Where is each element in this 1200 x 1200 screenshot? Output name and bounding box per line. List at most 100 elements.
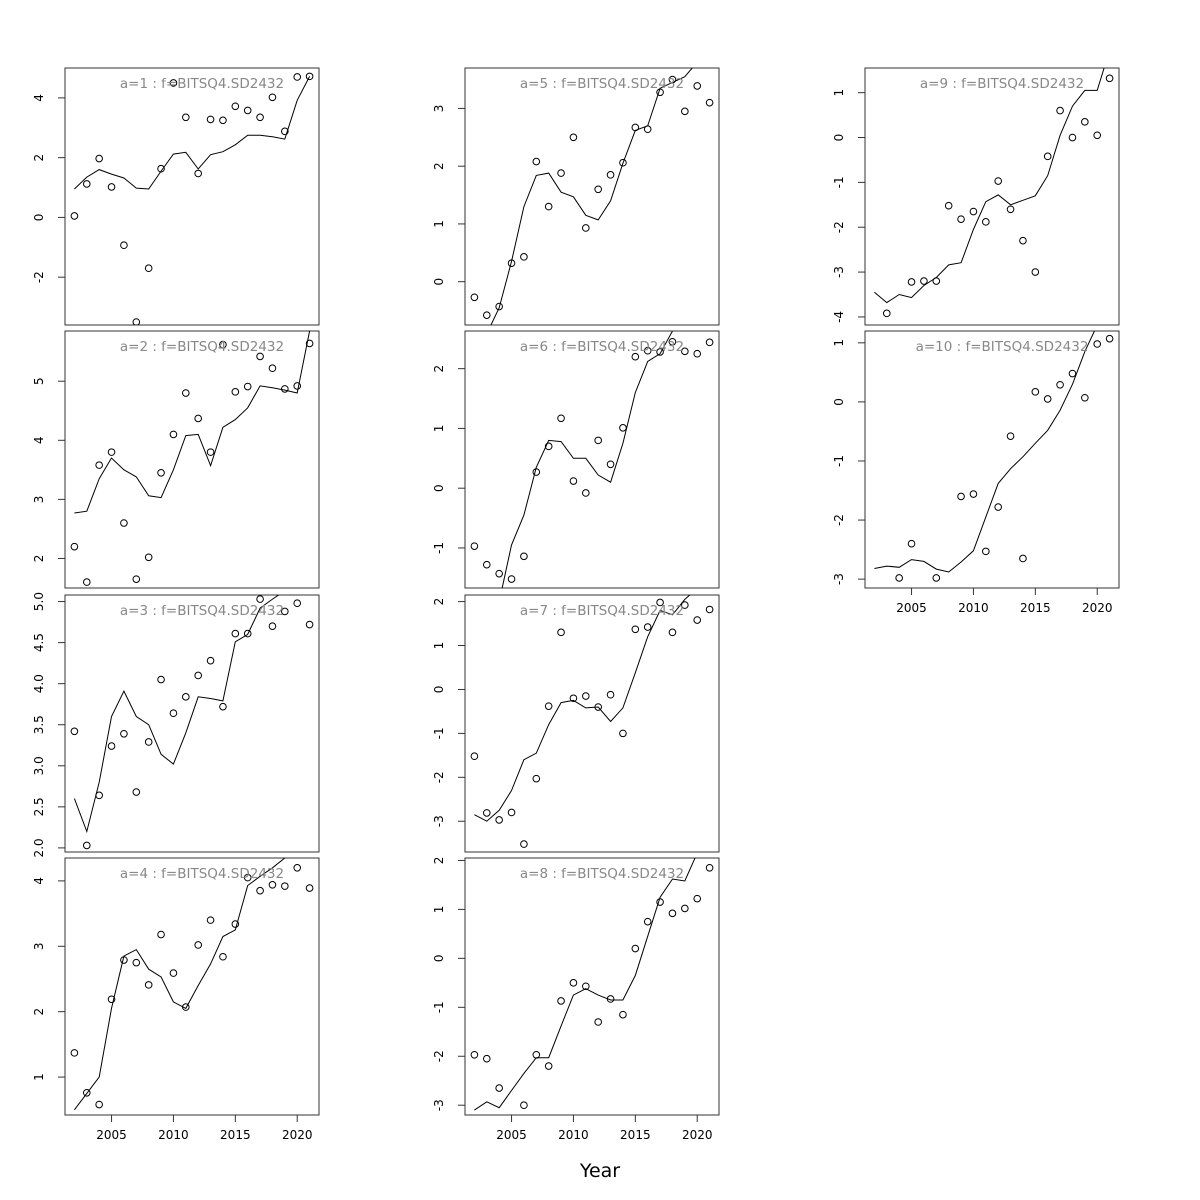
x-tick-label: 2010 [958,601,989,615]
x-tick-label: 2015 [620,1128,651,1142]
observed-point [144,264,153,273]
observed-point [1056,380,1064,389]
panel-title: a=1 : f=BITSQ4.SD2432 [120,76,284,92]
observed-point [194,169,202,178]
observed-point [231,920,240,928]
observed-point [305,620,314,629]
panel-frame [64,67,320,326]
observed-point [182,389,190,397]
observed-point [932,574,941,582]
observed-point [281,607,289,616]
observed-point [944,201,953,210]
observed-point [470,293,479,302]
observed-point [231,102,240,111]
observed-point [557,997,565,1005]
observed-point [256,352,264,361]
observed-point [681,601,689,609]
y-tick-label: 4 [32,877,46,885]
observed-point [681,107,689,116]
observed-point [169,969,178,977]
panel-title: a=5 : f=BITSQ4.SD2432 [520,76,684,92]
panel-title: a=3 : f=BITSQ4.SD2432 [120,603,284,619]
observed-point [268,881,277,889]
observed-point [1043,395,1052,403]
observed-point [495,816,503,824]
observed-point [219,952,227,961]
observed-point [705,98,714,107]
panel-frame [64,857,320,1116]
x-tick-label: 2015 [220,1128,251,1142]
observed-point [482,1054,491,1063]
y-tick-label: -2 [832,514,846,526]
y-tick-label: -3 [832,573,846,585]
x-axis-label: Year [579,1160,621,1182]
observed-point [495,302,503,311]
observed-point [656,348,664,356]
observed-point [656,898,664,906]
y-tick-label: 5 [32,377,46,385]
observed-point [1043,152,1052,161]
observed-point [532,468,541,476]
y-tick-label: 1 [432,906,446,914]
observed-point [969,490,978,498]
y-tick-label: -1 [432,727,446,739]
observed-point [705,863,714,872]
observed-point [256,595,264,603]
y-tick-label: -1 [432,1001,446,1013]
observed-point [619,158,627,167]
observed-point [520,253,528,261]
observed-point [182,1003,190,1011]
observed-point [169,709,178,718]
observed-point [582,224,590,232]
observed-point [206,656,215,665]
panel-a6: -1 0 1 2 a=6 : f=BITSQ4.SD2432 [432,330,720,589]
fitted-line [474,858,696,1111]
observed-point [907,278,916,286]
y-tick-label: -2 [432,771,446,783]
y-tick-label: -3 [432,815,446,827]
observed-point [569,694,578,703]
panel-title: a=6 : f=BITSQ4.SD2432 [520,339,684,355]
observed-point [668,628,677,637]
observed-point [1105,74,1114,83]
observed-point [206,115,215,124]
panel-frame [864,330,1120,589]
observed-point [470,752,479,761]
observed-point [470,1050,479,1059]
observed-point [82,578,91,586]
fitted-line [501,331,674,588]
fitted-line [73,595,280,834]
observed-point [305,884,314,892]
observed-point [920,277,928,285]
fitted-line [74,76,311,190]
x-tick-label: 2005 [96,1128,127,1142]
panel-a4: 1 2 3 4 2005 2010 2015 2020 a=4 : f=BITSQ4.SD243… [32,857,320,1142]
panel-title: a=2 : f=BITSQ4.SD2432 [120,339,284,355]
observed-point [120,241,128,250]
y-tick-label: -2 [832,221,846,233]
observed-point [631,944,640,953]
panel-frame [64,594,320,853]
observed-point [594,436,602,445]
panel-title: a=7 : f=BITSQ4.SD2432 [520,603,684,619]
observed-point [157,164,165,173]
observed-point [194,414,202,423]
observed-point [169,430,178,439]
observed-point [107,448,116,456]
panel-title: a=10 : f=BITSQ4.SD2432 [916,339,1089,355]
observed-point [532,157,541,166]
panel-a10: -3 -2 -1 0 1 2005 2010 2015 2020 a=10 : f=BITSQ4.… [832,330,1120,615]
observed-point [569,477,578,485]
observed-point [1068,133,1077,142]
y-tick-label: 1 [432,642,446,650]
observed-point [507,808,516,817]
panel-a2: 2 3 4 5 a=2 : f=BITSQ4.SD2432 [32,330,320,589]
observed-point [243,873,252,882]
observed-point [582,489,590,497]
y-tick-label: 3.5 [32,715,46,734]
observed-point [532,774,541,783]
y-tick-label: 0 [432,686,446,694]
x-tick-label: 2020 [282,1128,313,1142]
panel-a9: -4 -3 -2 -1 0 1 a=9 : f=BITSQ4.SD2432 [832,67,1120,326]
fitted-line [490,68,693,325]
